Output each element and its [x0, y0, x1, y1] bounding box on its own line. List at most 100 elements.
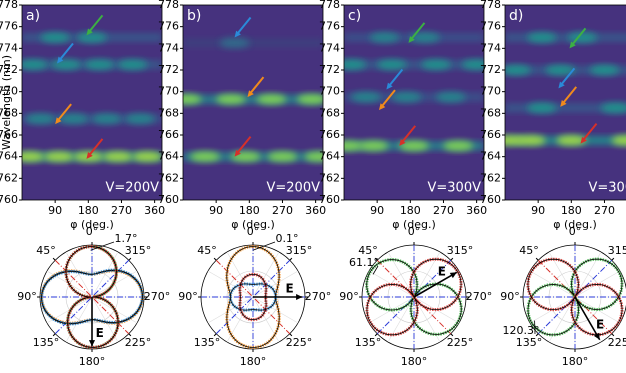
arrow — [560, 67, 576, 86]
y-tick-label: 768 — [319, 106, 340, 119]
band-spot — [410, 32, 441, 43]
arrow-head — [379, 103, 386, 111]
y-axis-label: Wavelength (nm) — [0, 55, 13, 150]
band-spot — [369, 32, 400, 43]
arrow-head — [88, 340, 96, 347]
heatmap — [505, 5, 626, 200]
panel-label: c) — [348, 8, 361, 24]
arrow-head — [569, 41, 576, 49]
arrow — [582, 123, 598, 141]
band-spot — [515, 135, 546, 146]
y-tick-label: 774 — [480, 41, 501, 54]
y-tick-label: 776 — [480, 20, 501, 33]
angle-label: 0° — [86, 225, 99, 238]
x-tick-label: 180 — [561, 204, 582, 217]
angle-tick — [450, 257, 454, 261]
band-spot — [58, 113, 89, 124]
band-spot — [117, 59, 148, 70]
y-tick-label: 764 — [0, 150, 18, 163]
band-spot — [526, 32, 557, 43]
band-spot — [91, 113, 122, 124]
y-tick-label: 766 — [319, 128, 340, 141]
band-glow — [183, 95, 323, 104]
x-tick-label: 90 — [209, 204, 223, 217]
band-spot — [589, 65, 620, 75]
band-spot — [421, 59, 452, 70]
fit-curve — [65, 246, 119, 348]
y-tick-label: 770 — [319, 85, 340, 98]
arrow-head — [57, 56, 64, 64]
y-tick-label: 760 — [319, 193, 340, 206]
band-spot — [22, 151, 45, 162]
arrow — [236, 136, 252, 154]
band-glow — [183, 38, 323, 47]
band-spot — [296, 94, 323, 105]
angle-label: 225° — [125, 336, 152, 349]
angle-tick — [213, 333, 217, 337]
y-tick-label: 762 — [480, 171, 501, 184]
angle-label: 270° — [144, 290, 171, 303]
angle-label: 315° — [608, 244, 626, 257]
x-tick-label: 360 — [144, 204, 165, 217]
y-tick-label: 768 — [0, 106, 18, 119]
angle-label: 270° — [466, 290, 493, 303]
angle-label: 90° — [178, 290, 198, 303]
x-axis-label: φ (deg.) — [70, 218, 114, 231]
band-spot — [344, 140, 363, 151]
band-spot — [22, 59, 49, 70]
spoke — [65, 251, 93, 298]
heatmap — [344, 5, 484, 200]
angle-label: 180° — [240, 355, 267, 368]
band-spot — [40, 32, 71, 43]
y-tick-label: 764 — [158, 150, 179, 163]
angle-tick — [535, 333, 539, 337]
y-tick-label: 778 — [319, 0, 340, 11]
angle-label: 225° — [447, 336, 474, 349]
y-tick-label: 778 — [0, 0, 18, 11]
field-label: E — [96, 326, 104, 340]
band-spot — [344, 59, 367, 70]
angle-label: 135° — [194, 336, 221, 349]
arrow-head — [247, 90, 254, 98]
y-tick-label: 772 — [158, 63, 179, 76]
angle-label: 0° — [569, 225, 582, 238]
plot-frame — [21, 4, 163, 201]
y-tick-label: 772 — [319, 63, 340, 76]
angle-tick — [611, 333, 615, 337]
angle-tick — [289, 257, 293, 261]
x-tick-label: 270 — [272, 204, 293, 217]
panel-label: b) — [187, 8, 201, 24]
angle-tick — [374, 257, 378, 261]
x-tick-label: 270 — [111, 204, 132, 217]
arrow-head — [593, 332, 600, 340]
band-spot — [567, 32, 598, 43]
angle-label: 0° — [408, 225, 421, 238]
orientation-leader — [90, 241, 115, 251]
orientation-leader — [252, 241, 276, 251]
x-tick-label: 360 — [466, 204, 487, 217]
band-spot — [391, 92, 422, 103]
x-axis-label: φ (deg.) — [392, 218, 436, 231]
fit-curve — [239, 273, 267, 321]
arrow-head — [408, 36, 415, 43]
plot-frame — [182, 4, 324, 201]
plot-frame — [343, 4, 485, 201]
fit-curve — [527, 258, 623, 336]
y-tick-label: 776 — [319, 20, 340, 33]
angle-label: 180° — [79, 355, 106, 368]
orientation-label: 61.1° — [349, 256, 379, 269]
angle-tick — [128, 257, 132, 261]
angle-label: 270° — [305, 290, 332, 303]
spoke — [207, 270, 254, 298]
y-tick-label: 778 — [158, 0, 179, 11]
spoke — [413, 296, 460, 324]
arrow — [236, 16, 252, 35]
panel-label: d) — [509, 8, 523, 24]
band-spot — [51, 59, 82, 70]
angle-label: 315° — [125, 244, 152, 257]
arrow — [57, 103, 72, 121]
y-tick-label: 766 — [0, 128, 18, 141]
angle-label: 225° — [286, 336, 313, 349]
voltage-label: V=200V — [267, 181, 321, 196]
y-tick-label: 770 — [0, 85, 18, 98]
